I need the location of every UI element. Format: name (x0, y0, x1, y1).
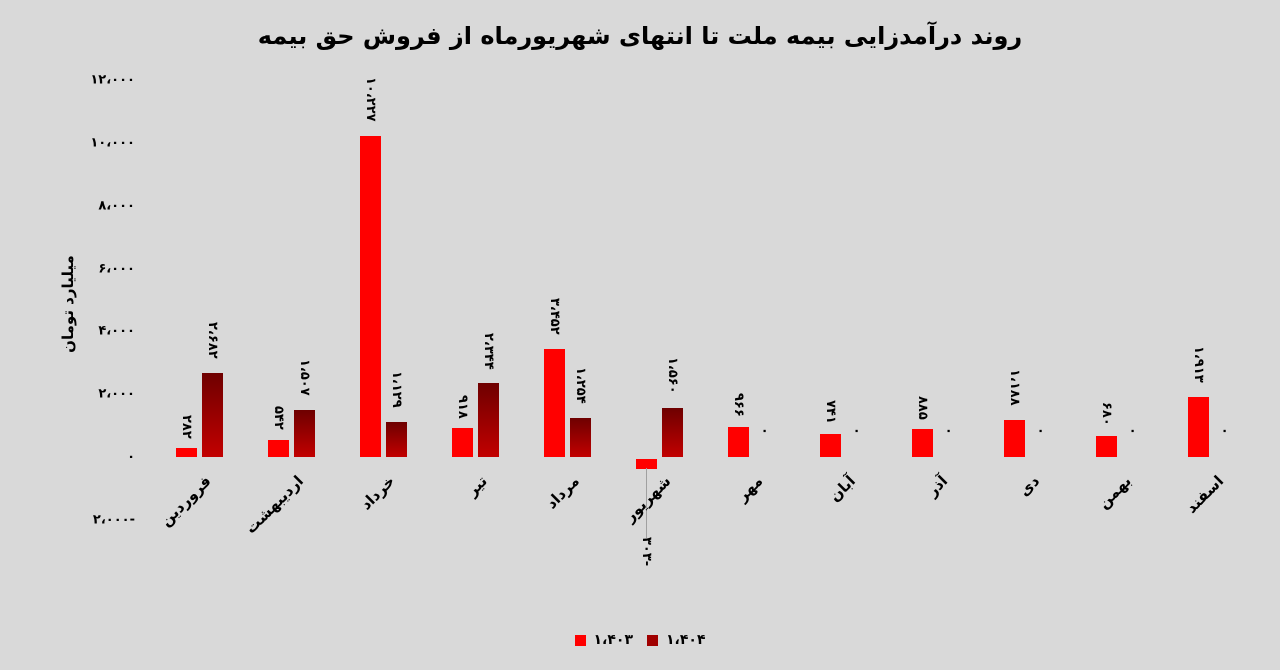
x-axis-category-label: بهمن (1094, 472, 1135, 513)
y-tick-label: ۲،۰۰۰- (92, 512, 135, 528)
x-axis-category-label: فروردین (156, 472, 215, 530)
data-label: ۳۰۳- (639, 537, 654, 567)
x-axis-category-label: اسفند (1181, 472, 1227, 517)
data-label: ۵۴۲ (271, 406, 286, 431)
bar-1403[interactable] (728, 426, 749, 457)
y-axis-label: میلیارد تومان (59, 255, 77, 353)
data-label: ۱،۹۱۳ (1191, 346, 1206, 384)
data-label: ۱،۱۲۹ (389, 371, 404, 408)
data-label: ۲،۳۴۴ (481, 332, 496, 370)
bar-1404[interactable] (294, 409, 315, 457)
bar-1403[interactable] (544, 348, 565, 457)
x-axis-category-label: مرداد (542, 472, 583, 513)
x-axis-category-label: شهریور (621, 472, 675, 526)
bar-1404[interactable] (662, 407, 683, 457)
legend-label-1403: ۱،۴۰۳ (593, 632, 634, 648)
negative-value-leader-line (646, 468, 647, 538)
data-label: ۱،۲۵۴ (573, 367, 588, 404)
bar-1404[interactable] (386, 421, 407, 457)
data-label: ۱،۱۸۸ (1007, 369, 1022, 406)
x-axis-category-label: دی (1014, 472, 1043, 500)
data-label: ۰ (1217, 426, 1232, 435)
data-label: ۱،۵۰۷ (297, 359, 312, 396)
data-label: ۱،۵۶۰ (665, 357, 680, 395)
legend-label-1404: ۱،۴۰۴ (666, 632, 706, 648)
bar-1403[interactable] (176, 448, 197, 457)
bar-1403[interactable] (636, 459, 657, 469)
bar-1403[interactable] (1188, 396, 1209, 457)
x-axis-category-label: اردیبهشت (241, 472, 307, 538)
bar-1403[interactable] (912, 429, 933, 457)
legend-swatch-1403 (574, 634, 586, 646)
data-label: ۳،۴۵۲ (547, 298, 562, 335)
data-label: ۲۸۲ (179, 414, 194, 439)
legend-swatch-1404 (647, 634, 658, 646)
data-label: ۰ (757, 426, 772, 435)
bar-1403[interactable] (820, 433, 841, 457)
x-axis-category-label: آبان (825, 472, 859, 506)
bar-1403[interactable] (452, 428, 473, 457)
y-tick-label: ۰ (127, 449, 135, 465)
y-tick-label: ۸،۰۰۰ (98, 198, 135, 214)
data-label: ۰ (849, 426, 864, 435)
data-label: ۱۰،۲۲۷ (363, 76, 378, 122)
x-axis-category-label: خرداد (357, 472, 399, 514)
legend-item-1404[interactable]: ۱،۴۰۴ (647, 632, 706, 648)
data-label: ۰ (941, 426, 956, 435)
legend-item-1403[interactable]: ۱،۴۰۳ (574, 632, 634, 648)
data-label: ۸۸۵ (915, 395, 930, 420)
legend: ۱،۴۰۳ ۱،۴۰۴ (0, 632, 1280, 648)
bar-1403[interactable] (1096, 435, 1117, 457)
y-tick-label: ۱۰،۰۰۰ (90, 135, 135, 151)
x-axis-category-label: آذر (922, 472, 951, 500)
data-label: ۷۴۱ (823, 400, 838, 425)
data-label: ۰ (1033, 426, 1048, 435)
data-label: ۶۸۰ (1099, 402, 1114, 426)
x-axis-category-label: مهر (733, 472, 767, 505)
bar-1403[interactable] (360, 135, 381, 457)
y-tick-label: ۱۲،۰۰۰ (90, 72, 135, 88)
y-tick-label: ۴،۰۰۰ (98, 323, 135, 339)
data-label: ۰ (1125, 426, 1140, 435)
bar-1403[interactable] (268, 439, 289, 457)
bar-1404[interactable] (202, 372, 223, 457)
data-label: ۲،۶۸۲ (205, 322, 220, 359)
bar-1404[interactable] (570, 417, 591, 457)
bar-1404[interactable] (478, 383, 499, 457)
x-axis-category-label: تیر (463, 472, 491, 500)
data-label: ۹۶۶ (731, 393, 746, 417)
data-label: ۹۱۸ (455, 394, 470, 419)
y-tick-label: ۲،۰۰۰ (98, 386, 135, 402)
chart-title: روند درآمدزایی بیمه ملت تا انتهای شهریور… (257, 22, 1023, 50)
bar-1403[interactable] (1004, 419, 1025, 457)
y-tick-label: ۶،۰۰۰ (98, 261, 135, 276)
